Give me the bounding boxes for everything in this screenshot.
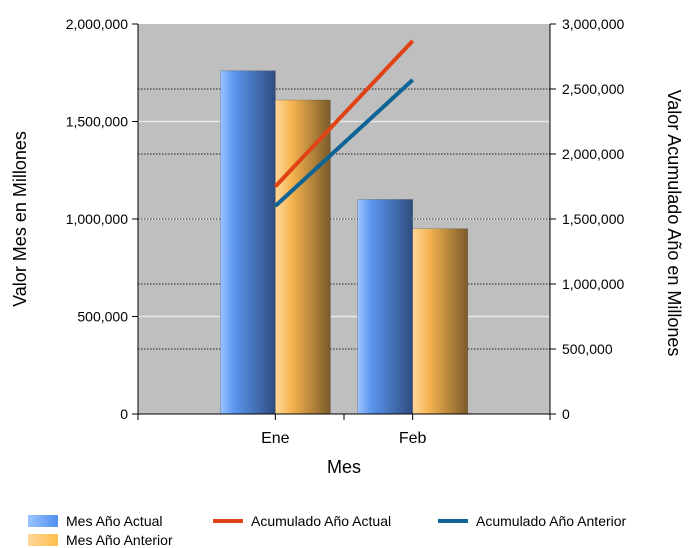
y-right-tick-label: 2,500,000	[562, 81, 624, 97]
y-axis-right-title: Valor Acumulado Año en Millones	[664, 90, 684, 357]
y-tick-label: 1,500,000	[66, 114, 128, 130]
y-tick-label: 1,000,000	[66, 211, 128, 227]
bar-mes-anterior	[275, 99, 331, 415]
bar-mes-actual	[220, 70, 276, 415]
x-tick-label: Feb	[399, 430, 427, 447]
legend-item-acumulado-actual: Acumulado Año Actual	[213, 513, 391, 529]
legend-swatch-mes-anterior	[28, 534, 58, 546]
y-right-tick-label: 1,500,000	[562, 211, 624, 227]
legend-label: Acumulado Año Anterior	[476, 513, 627, 529]
y-right-tick-label: 2,000,000	[562, 146, 624, 162]
grid	[138, 88, 550, 350]
y-tick-label: 0	[120, 406, 128, 422]
chart-canvas: 0 500,000 1,000,000 1,500,000 2,000,000 0 500,…	[10, 16, 684, 477]
legend-item-mes-anterior: Mes Año Anterior	[28, 532, 173, 548]
legend-label: Mes Año Anterior	[66, 532, 173, 548]
y-right-tick-label: 1,000,000	[562, 276, 624, 292]
y-axis-title: Valor Mes en Millones	[10, 131, 30, 307]
y-tick-label: 2,000,000	[66, 16, 128, 32]
y-tick-label: 500,000	[77, 309, 128, 325]
legend-swatch-mes-actual	[28, 515, 58, 527]
legend: Mes Año Actual Mes Año Anterior Acumulad…	[0, 505, 688, 548]
line-acumulado-anterior	[273, 78, 415, 208]
legend-item-mes-actual: Mes Año Actual	[28, 513, 163, 529]
x-tick-label: Ene	[261, 430, 290, 447]
legend-label: Acumulado Año Actual	[251, 513, 392, 529]
axes: 0 500,000 1,000,000 1,500,000 2,000,000 0 500,…	[66, 16, 625, 447]
y-right-tick-label: 3,000,000	[562, 16, 624, 32]
legend-swatch-acumulado-actual	[213, 519, 243, 523]
bar-mes-actual	[357, 199, 413, 415]
x-axis-title: Mes	[327, 457, 361, 477]
bars	[220, 70, 468, 415]
legend-item-acumulado-anterior: Acumulado Año Anterior	[438, 513, 626, 529]
y-right-tick-label: 500,000	[562, 341, 613, 357]
line-acumulado-actual	[273, 39, 415, 188]
y-right-tick-label: 0	[562, 406, 570, 422]
legend-label: Mes Año Actual	[66, 513, 163, 529]
bar-mes-anterior	[412, 228, 468, 415]
lines	[273, 39, 415, 208]
legend-swatch-acumulado-anterior	[438, 519, 468, 523]
